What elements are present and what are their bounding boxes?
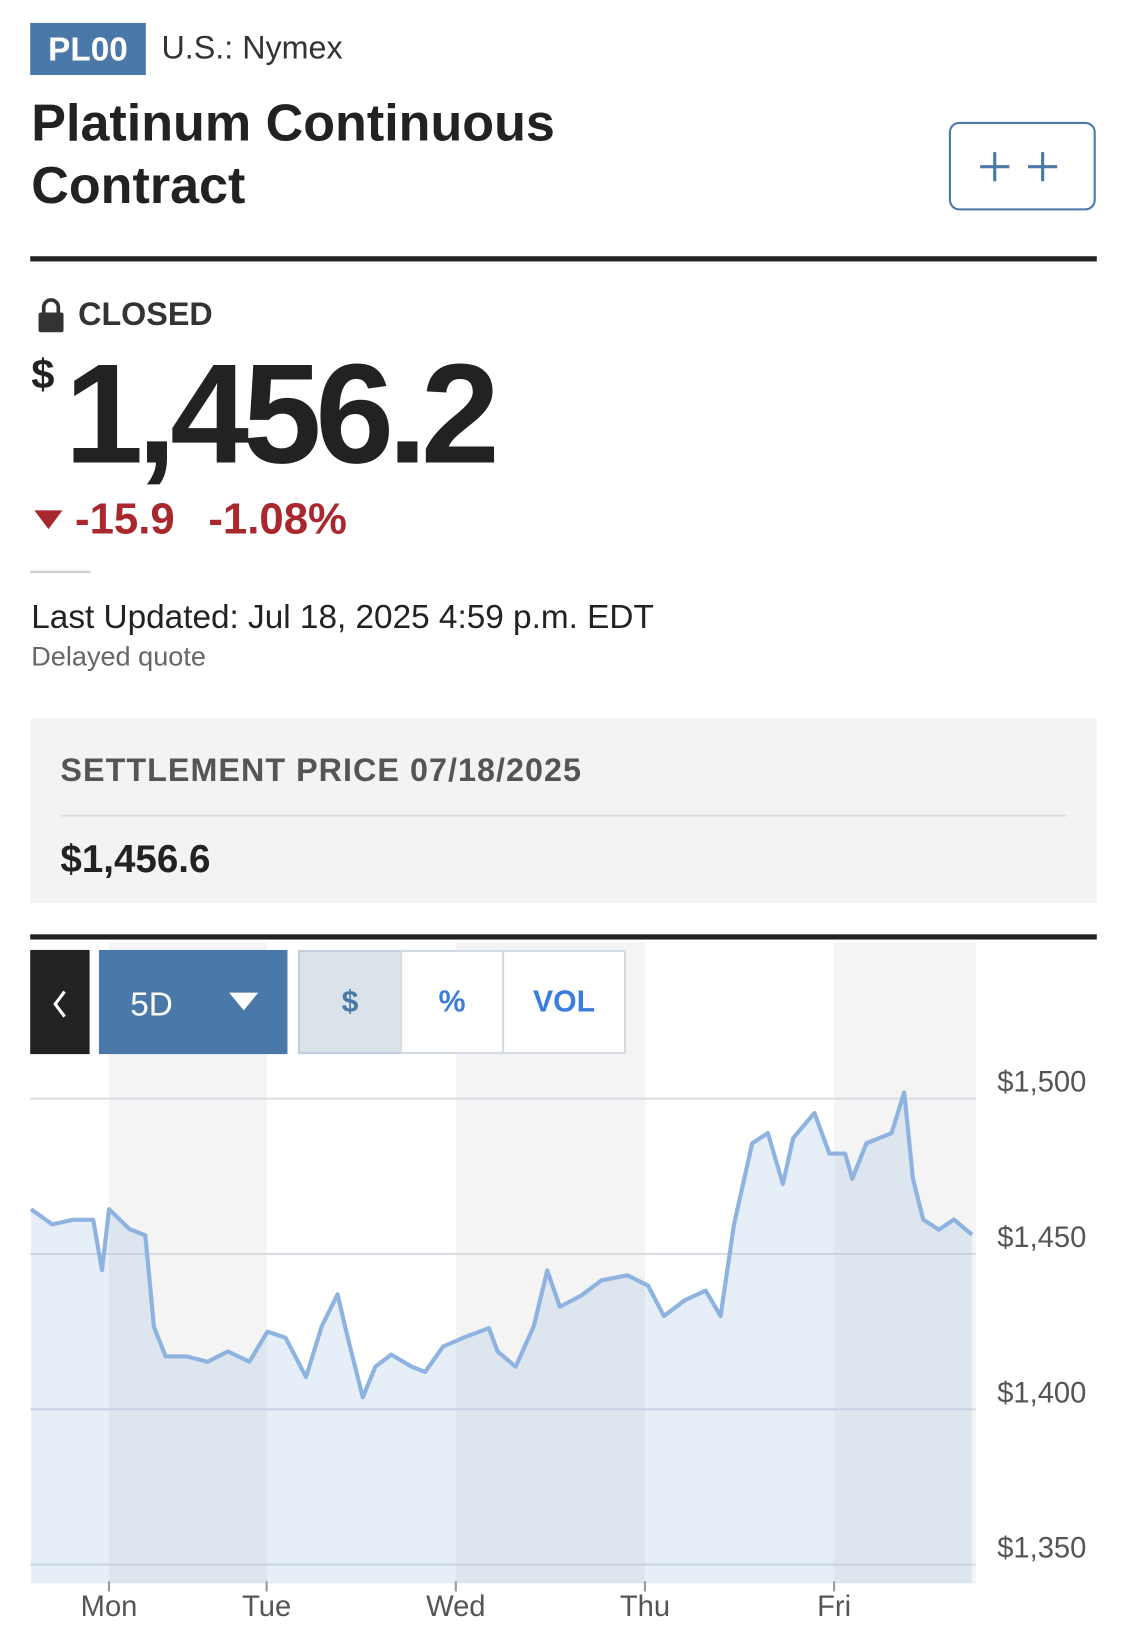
tab[interactable]: % <box>399 949 505 1055</box>
day-band <box>834 942 976 1584</box>
change-percent: -1.08% <box>208 493 347 543</box>
divider <box>60 814 1067 817</box>
instrument-title: Platinum Continuous Contract <box>31 93 555 215</box>
settlement-label: SETTLEMENT PRICE 07/18/2025 <box>60 752 583 789</box>
x-tick-label: Tue <box>242 1591 291 1623</box>
back-button[interactable] <box>30 949 90 1055</box>
ticker-badge: PL00 <box>30 22 146 75</box>
y-tick-label: $1,350 <box>997 1533 1086 1565</box>
divider <box>30 256 1097 262</box>
price: 1,456.2 <box>64 334 500 493</box>
lock-icon <box>38 298 64 333</box>
price-line <box>29 1090 974 1400</box>
x-tick-label: Mon <box>81 1591 138 1623</box>
divider <box>30 570 91 573</box>
divider <box>30 934 1097 940</box>
tab[interactable]: $ <box>297 949 403 1055</box>
x-tick-label: Fri <box>817 1591 851 1623</box>
tab[interactable]: VOL <box>502 949 627 1055</box>
plus-icons <box>980 152 1058 182</box>
range-label: 5D <box>130 985 173 1023</box>
settlement-panel: SETTLEMENT PRICE 07/18/2025 $1,456.6 <box>30 718 1097 904</box>
last-updated: Last Updated: Jul 18, 2025 4:59 p.m. EDT <box>31 597 654 636</box>
x-tick-label: Wed <box>426 1591 485 1623</box>
dropdown-arrow <box>229 992 259 1011</box>
exchange: U.S.: Nymex <box>161 29 343 66</box>
settlement-value: $1,456.6 <box>60 837 211 881</box>
down-arrow <box>34 510 63 530</box>
delay-note: Delayed quote <box>31 640 206 672</box>
y-tick-label: $1,500 <box>997 1067 1086 1099</box>
market-status: CLOSED <box>78 295 213 333</box>
watchlist-button[interactable] <box>948 121 1096 211</box>
y-tick-label: $1,450 <box>997 1222 1086 1254</box>
chevron <box>53 990 66 1018</box>
range-select[interactable]: 5D <box>98 949 288 1055</box>
x-tick-label: Thu <box>620 1591 670 1623</box>
y-tick-label: $1,400 <box>997 1377 1086 1409</box>
currency: $ <box>31 352 55 398</box>
change: -15.9 <box>74 493 175 543</box>
